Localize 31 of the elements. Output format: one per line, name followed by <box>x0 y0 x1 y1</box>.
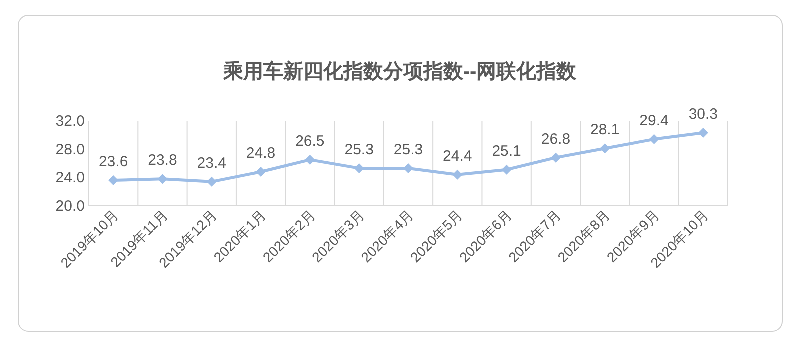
y-tick-label: 24.0 <box>56 170 85 187</box>
point <box>600 144 610 154</box>
y-tick-label: 28.0 <box>56 141 85 158</box>
point <box>158 174 168 184</box>
data-label: 29.4 <box>640 112 669 130</box>
point <box>550 152 561 163</box>
point <box>206 176 217 187</box>
data-label: 25.3 <box>394 141 424 158</box>
point <box>256 167 266 177</box>
point <box>108 176 119 186</box>
point <box>354 163 364 174</box>
chart-title: 乘用车新四化指数分项指数--网联化指数 <box>222 60 578 83</box>
data-label: 25.3 <box>344 141 374 158</box>
data-label: 24.4 <box>443 148 472 165</box>
data-label: 30.3 <box>688 106 718 124</box>
data-label: 23.6 <box>98 154 128 170</box>
y-tick-label: 20.0 <box>56 198 85 215</box>
data-label: 26.5 <box>296 132 325 150</box>
point <box>305 154 316 165</box>
data-label: 23.8 <box>148 152 178 170</box>
point <box>452 170 463 180</box>
point <box>698 128 708 138</box>
data-label: 26.8 <box>541 130 571 148</box>
data-label: 24.8 <box>246 145 276 162</box>
data-label: 23.4 <box>197 154 226 172</box>
data-label: 28.1 <box>590 122 620 139</box>
y-tick-label: 32.0 <box>56 113 85 130</box>
point <box>404 163 414 174</box>
point <box>649 134 660 144</box>
data-label: 25.1 <box>492 142 522 160</box>
point <box>502 164 512 175</box>
